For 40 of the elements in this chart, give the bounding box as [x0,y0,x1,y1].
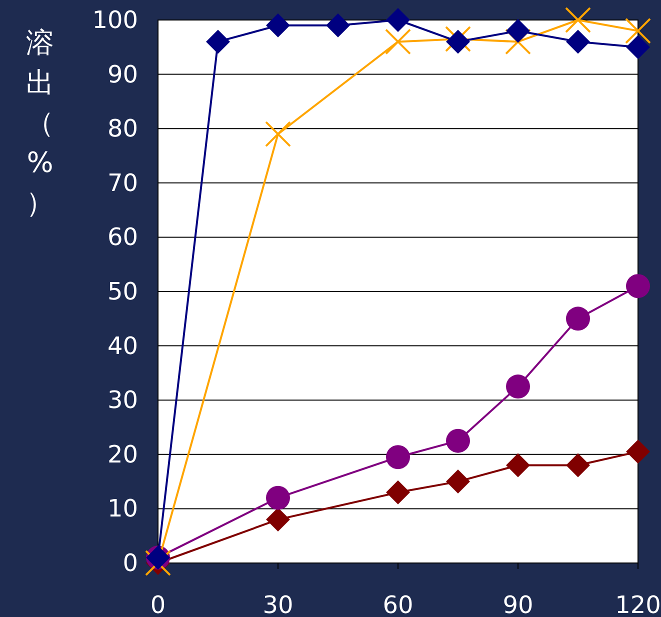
ylabel: 溶出（%） [26,26,54,219]
point [565,7,591,33]
point [506,453,530,478]
y-tick-label: 40 [107,332,138,360]
point [386,8,410,32]
point [566,453,590,478]
point [385,28,411,55]
point [506,18,530,43]
point [626,440,650,464]
point [266,508,290,532]
point [326,13,350,38]
point [626,274,650,298]
point [206,30,230,54]
y-tick-label: 0 [122,549,138,577]
x-tick-label: 60 [382,591,414,617]
point [506,374,530,399]
y-tick-label: 20 [107,440,138,468]
point [266,13,290,38]
point [446,470,470,494]
y-tick-label: 50 [107,278,138,306]
x-tick-label: 30 [262,591,294,617]
point [446,428,470,453]
y-tick-label: 100 [92,6,138,34]
y-tick-label: 70 [107,168,138,197]
point [266,486,290,510]
x-tick-label: 90 [502,591,534,617]
y-tick-label: 10 [107,494,138,523]
x-tick-label: 0 [150,591,166,617]
point [625,18,651,44]
point [566,30,590,54]
y-tick-label: 90 [107,60,138,88]
x-tick-label: 120 [615,591,661,617]
point [386,480,410,504]
point [626,35,650,60]
y-tick-label: 60 [107,223,138,252]
point [386,445,410,470]
point [566,306,590,331]
point [265,121,291,148]
y-tick-label: 80 [107,114,138,143]
y-tick-label: 30 [107,386,138,414]
